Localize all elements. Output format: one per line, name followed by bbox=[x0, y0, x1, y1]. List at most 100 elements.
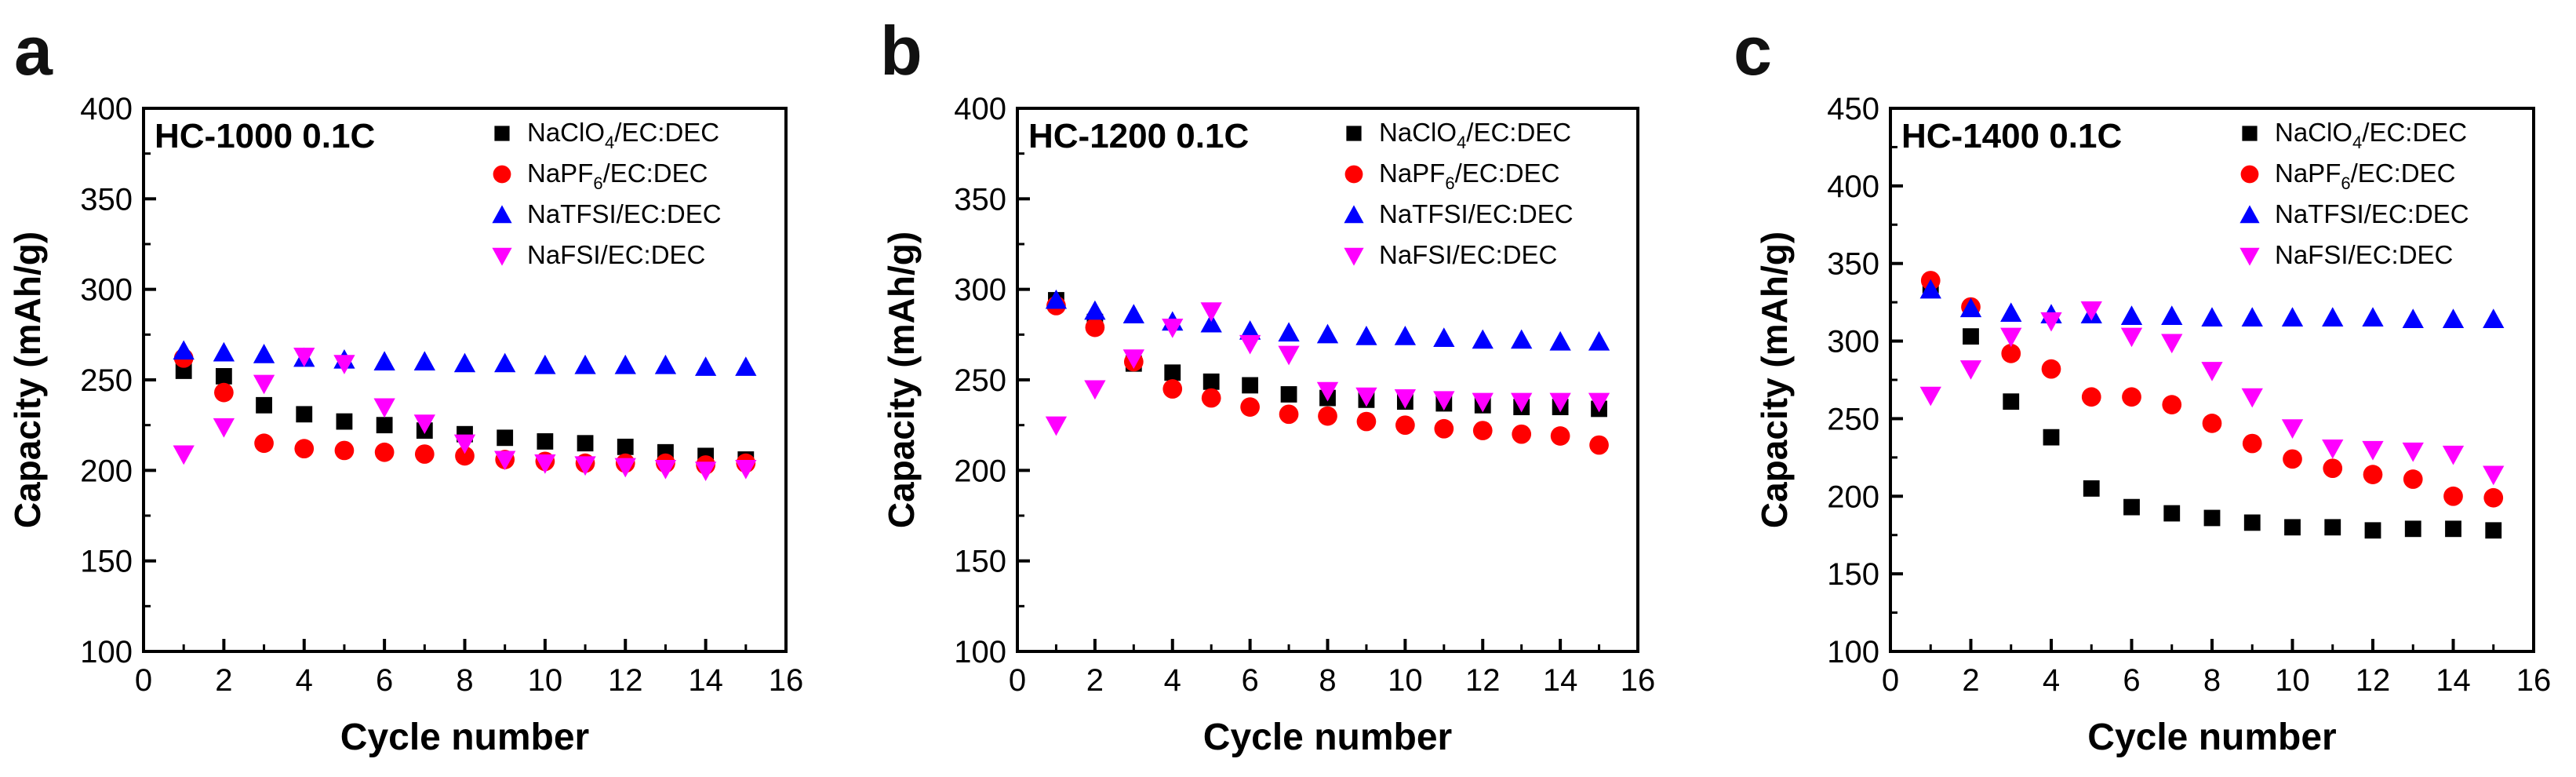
legend-label-rest: /EC:DEC bbox=[1466, 118, 1571, 147]
x-tick-label: 2 bbox=[215, 663, 232, 698]
data-point bbox=[1316, 381, 1339, 402]
data-point bbox=[2322, 307, 2344, 326]
legend-label: NaClO bbox=[527, 118, 605, 147]
data-point bbox=[534, 354, 556, 374]
series-1 bbox=[1920, 271, 2504, 508]
x-tick-label: 4 bbox=[296, 663, 313, 698]
data-point bbox=[2120, 327, 2143, 348]
data-point bbox=[254, 433, 274, 454]
data-point bbox=[256, 396, 272, 414]
x-tick-label: 8 bbox=[2203, 663, 2221, 698]
data-point bbox=[214, 382, 234, 403]
x-tick-label: 4 bbox=[1164, 663, 1181, 698]
data-point bbox=[1394, 325, 1417, 345]
data-point bbox=[2000, 327, 2022, 348]
y-axis-label: Capacity (mAh/g) bbox=[1754, 232, 1795, 528]
data-point bbox=[1394, 389, 1417, 409]
legend-label: NaClO bbox=[2275, 118, 2352, 147]
data-point bbox=[1162, 379, 1183, 399]
data-point bbox=[1433, 327, 1455, 347]
data-point bbox=[1240, 397, 1260, 417]
data-point bbox=[1472, 392, 1494, 413]
data-point bbox=[2404, 520, 2421, 538]
series-3 bbox=[1919, 301, 2505, 486]
data-point bbox=[1588, 392, 1610, 413]
data-point bbox=[2403, 469, 2423, 489]
data-point bbox=[2284, 519, 2301, 536]
series-2 bbox=[1919, 279, 2505, 328]
data-point bbox=[1280, 386, 1297, 403]
legend-label: NaTFSI/EC:DEC bbox=[527, 199, 722, 228]
legend-subscript: 4 bbox=[1457, 133, 1466, 152]
legend-entry: NaClO4/EC:DEC bbox=[527, 118, 719, 152]
data-point bbox=[654, 354, 677, 374]
chart-title: HC-1000 0.1C bbox=[155, 117, 375, 155]
legend-label: NaFSI/EC:DEC bbox=[527, 240, 705, 269]
y-tick-label: 250 bbox=[954, 363, 1006, 398]
data-point bbox=[537, 433, 554, 450]
x-axis-label: Cycle number bbox=[1203, 717, 1452, 758]
data-point bbox=[2041, 359, 2061, 379]
y-tick-label: 100 bbox=[1827, 635, 1879, 669]
data-point bbox=[1316, 323, 1339, 344]
series-2 bbox=[1045, 289, 1610, 351]
data-point bbox=[2241, 307, 2263, 326]
legend-entry: NaFSI/EC:DEC bbox=[2275, 240, 2453, 269]
panel-letter: b bbox=[880, 12, 922, 89]
panel-letter: c bbox=[1734, 12, 1772, 89]
y-tick-label: 100 bbox=[954, 635, 1006, 669]
data-point bbox=[2003, 393, 2020, 410]
data-point bbox=[2043, 429, 2060, 446]
data-point bbox=[173, 445, 195, 465]
y-tick-label: 200 bbox=[954, 454, 1006, 488]
data-point bbox=[1472, 421, 1493, 440]
data-point bbox=[2123, 498, 2140, 516]
x-tick-label: 14 bbox=[1543, 663, 1578, 698]
y-tick-label: 300 bbox=[954, 273, 1006, 308]
legend-marker bbox=[492, 205, 512, 224]
legend-label: NaPF bbox=[527, 159, 593, 188]
data-point bbox=[1239, 320, 1261, 340]
data-point bbox=[735, 356, 757, 376]
x-tick-label: 0 bbox=[135, 663, 152, 698]
data-point bbox=[296, 406, 313, 423]
data-point bbox=[2485, 522, 2502, 539]
legend-entry: NaClO4/EC:DEC bbox=[1379, 118, 1571, 152]
data-point bbox=[1589, 435, 1609, 455]
data-point bbox=[2281, 419, 2304, 439]
legend-entry: NaPF6/EC:DEC bbox=[527, 159, 708, 193]
data-point bbox=[694, 461, 717, 481]
series-3 bbox=[173, 347, 757, 481]
x-tick-label: 10 bbox=[528, 663, 563, 698]
legend-marker bbox=[2239, 205, 2260, 224]
data-point bbox=[2080, 301, 2102, 321]
y-tick-label: 250 bbox=[1827, 402, 1879, 436]
legend-marker bbox=[1346, 126, 1362, 141]
data-point bbox=[1239, 334, 1261, 355]
x-tick-label: 8 bbox=[456, 663, 473, 698]
data-point bbox=[1045, 289, 1068, 309]
x-tick-label: 2 bbox=[1962, 663, 1979, 698]
data-point bbox=[534, 454, 556, 474]
data-point bbox=[494, 451, 516, 471]
data-point bbox=[614, 354, 636, 374]
legend-label-rest: /EC:DEC bbox=[603, 159, 708, 188]
legend-label: NaClO bbox=[1379, 118, 1457, 147]
plot-frame bbox=[142, 107, 788, 653]
legend-entry: NaTFSI/EC:DEC bbox=[1379, 199, 1574, 228]
x-tick-label: 16 bbox=[769, 663, 804, 698]
data-point bbox=[1355, 387, 1377, 407]
x-tick-label: 12 bbox=[2356, 663, 2391, 698]
x-axis-label: Cycle number bbox=[340, 717, 589, 758]
data-point bbox=[1472, 329, 1494, 349]
data-point bbox=[1356, 411, 1377, 432]
data-point bbox=[2402, 442, 2424, 462]
data-point bbox=[494, 352, 516, 373]
chart-panel-c: c 0 2 4 6 8 10 12 14 16 100 150 200 250 300 350 400 450 Cy… bbox=[1734, 12, 2551, 758]
y-tick-label: 400 bbox=[954, 92, 1006, 126]
chart-title: HC-1200 0.1C bbox=[1028, 117, 1249, 155]
data-point bbox=[413, 414, 435, 435]
legend-marker bbox=[2240, 165, 2259, 184]
x-tick-label: 0 bbox=[1009, 663, 1026, 698]
data-point bbox=[1122, 349, 1144, 369]
